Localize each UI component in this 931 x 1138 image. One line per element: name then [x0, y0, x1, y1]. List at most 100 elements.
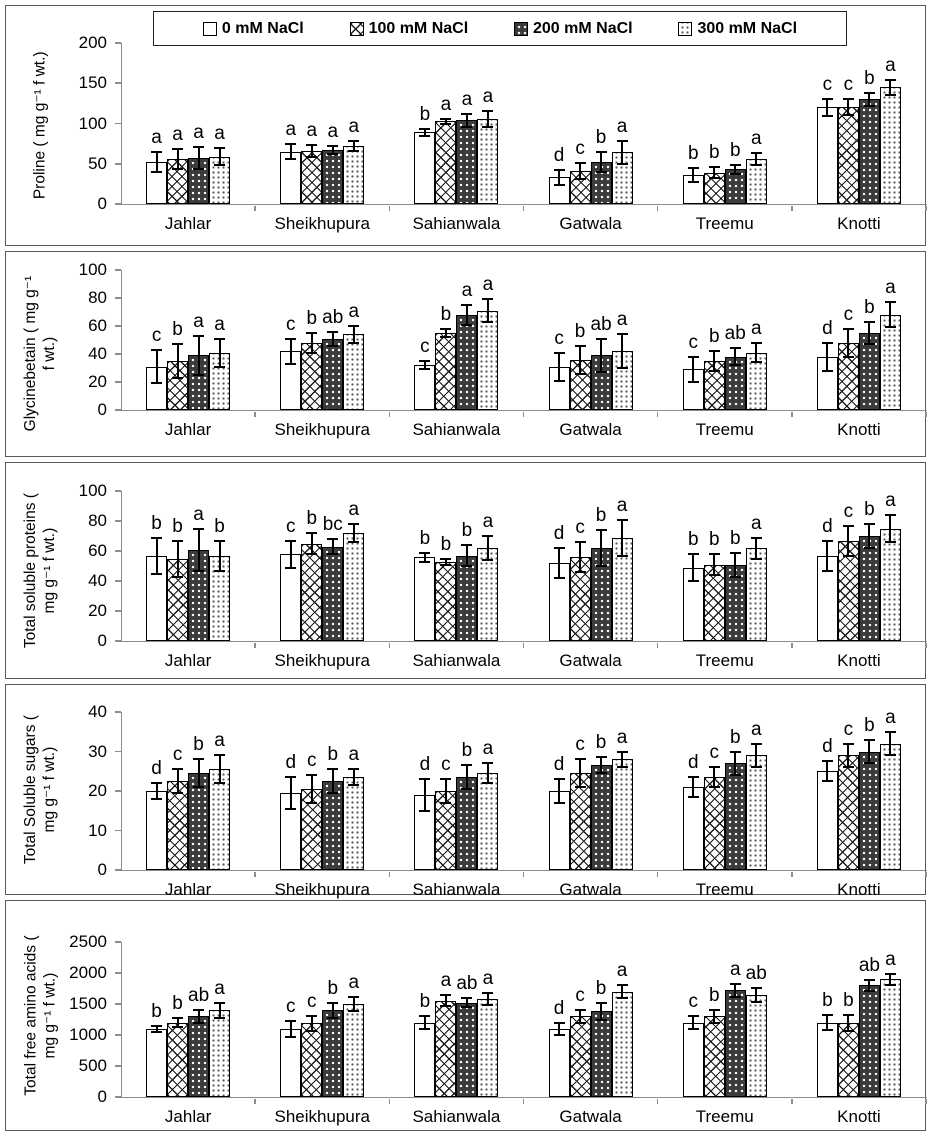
y-tick-label: 60: [88, 316, 107, 335]
error-bar-cap-bottom: [616, 367, 628, 369]
error-bar-cap-top: [750, 152, 762, 155]
significance-letter: c: [843, 718, 854, 740]
x-tick-mark: [925, 1098, 927, 1104]
error-bar-cap-bottom: [482, 1003, 494, 1006]
error-bar-cap-top: [553, 547, 565, 549]
error-bar-cap-bottom: [482, 559, 494, 561]
error-bar: [826, 540, 829, 571]
error-bar-cap-bottom: [553, 183, 565, 186]
error-bar-cap-top: [214, 337, 226, 340]
significance-letter: a: [750, 317, 762, 339]
bar: [414, 1022, 436, 1097]
bar: [858, 985, 880, 1097]
category-label: Knotti: [837, 651, 881, 670]
category-label: Sahianwala: [412, 880, 501, 899]
significance-letter: c: [843, 303, 854, 325]
bar: [879, 743, 901, 870]
error-bar: [423, 552, 426, 562]
error-bar-cap-bottom: [461, 1006, 473, 1009]
error-bar-cap-bottom: [419, 1027, 431, 1030]
error-bar-cap-bottom: [863, 989, 875, 992]
legend-label: 300 mM NaCl: [697, 19, 798, 37]
error-bar-cap-top: [285, 1019, 297, 1022]
error-bar-cap-top: [348, 995, 360, 998]
significance-letter: b: [708, 529, 720, 550]
significance-letter: a: [616, 726, 628, 748]
error-bar-cap-bottom: [750, 163, 762, 166]
bar: [816, 1022, 838, 1097]
error-bar-cap-bottom: [172, 1025, 184, 1028]
y-tick-label: 200: [78, 33, 107, 52]
category-label: Sheikhupura: [274, 880, 370, 899]
error-bar-cap-top: [193, 758, 205, 761]
error-bar-cap-top: [193, 1008, 205, 1011]
y-tick-label: 0: [97, 860, 107, 879]
error-bar: [868, 321, 871, 345]
error-bar: [713, 166, 716, 179]
significance-letter: a: [348, 301, 360, 322]
significance-letter: a: [172, 124, 183, 146]
category-label: Jahlar: [164, 880, 212, 899]
error-bar: [465, 305, 468, 325]
error-bar-cap-bottom: [842, 766, 854, 769]
error-bar-cap-top: [440, 117, 452, 120]
bar: [301, 1023, 323, 1097]
significance-letter: b: [151, 512, 162, 534]
bar: [590, 548, 612, 641]
bar: [322, 338, 344, 410]
error-bar: [486, 299, 489, 322]
error-bar-cap-bottom: [327, 791, 339, 794]
error-bar: [826, 1015, 829, 1031]
bar: [414, 557, 436, 641]
y-tick-label: 100: [78, 260, 107, 279]
error-bar-cap-bottom: [750, 557, 762, 560]
significance-letter: a: [616, 960, 628, 982]
y-tick-label: 1500: [69, 994, 107, 1013]
error-bar-cap-bottom: [348, 149, 360, 152]
x-tick-mark: [254, 411, 256, 417]
error-bar: [352, 769, 355, 786]
x-tick-mark: [791, 205, 793, 211]
significance-letter: b: [193, 734, 204, 756]
error-bar: [755, 987, 758, 1002]
error-bar: [218, 338, 221, 367]
bar: [703, 777, 725, 870]
x-tick-mark: [522, 411, 525, 417]
y-tick-mark: [115, 711, 121, 713]
error-bar-cap-bottom: [574, 372, 586, 375]
error-bar-cap-top: [419, 128, 431, 131]
error-bar-cap-top: [574, 758, 586, 761]
significance-letter: ab: [188, 984, 210, 1006]
error-bar-cap-top: [574, 1008, 586, 1011]
category-label: Sahianwala: [412, 214, 501, 233]
y-tick-label: 1000: [69, 1025, 107, 1044]
error-bar: [465, 998, 468, 1008]
error-bar-cap-top: [708, 165, 720, 168]
y-tick-label: 100: [78, 481, 107, 500]
y-tick-mark: [115, 203, 121, 205]
bar: [858, 751, 880, 870]
error-bar: [197, 335, 200, 375]
error-bar-cap-top: [750, 341, 762, 344]
bar: [724, 763, 746, 870]
category-label: Treemu: [695, 1107, 754, 1126]
x-tick-mark: [388, 642, 391, 648]
legend-item-100mM: 100 mM NaCl: [349, 20, 468, 38]
bar: [167, 781, 189, 870]
error-bar: [755, 537, 758, 559]
error-bar-cap-top: [348, 768, 360, 771]
significance-letter: a: [616, 309, 628, 331]
significance-letter: a: [616, 494, 628, 516]
bar: [590, 1011, 612, 1097]
error-bar-cap-top: [687, 1014, 699, 1017]
error-bar-cap-top: [151, 536, 163, 539]
error-bar: [692, 167, 695, 183]
bar: [456, 777, 478, 870]
error-bar: [579, 1009, 582, 1024]
y-tick-mark: [115, 1003, 121, 1005]
error-bar-cap-top: [863, 523, 875, 525]
error-bar: [734, 164, 737, 175]
error-bar-cap-top: [482, 992, 494, 995]
bar: [477, 548, 499, 641]
error-bar-cap-bottom: [306, 553, 318, 555]
